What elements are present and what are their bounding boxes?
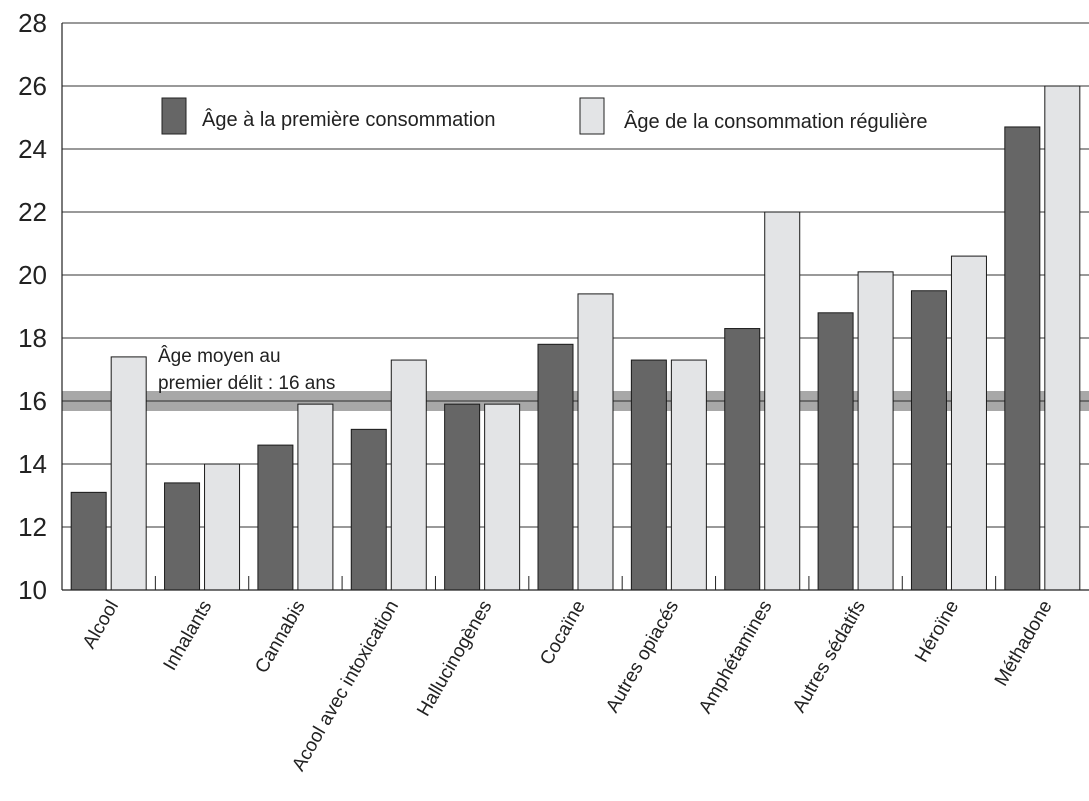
x-tick-label: Acool avec intoxication	[288, 597, 403, 775]
y-tick-label: 20	[18, 260, 47, 290]
x-tick-label: Alcool	[79, 597, 123, 652]
x-tick-label: Autres sédatifs	[789, 597, 870, 716]
reference-annotation: Âge moyen au premier délit : 16 ans	[158, 345, 335, 394]
bar-first-use	[350, 428, 387, 591]
x-tick-label: Autres opiacés	[602, 597, 683, 716]
legend-label-first-use: Âge à la première consommation	[202, 108, 495, 131]
bar-first-use	[1004, 126, 1041, 591]
y-tick-label: 16	[18, 386, 47, 416]
bar-first-use	[164, 482, 201, 591]
bar-first-use	[444, 403, 481, 591]
x-tick-label: Hallucinogènes	[413, 597, 496, 720]
y-tick-label: 10	[18, 575, 47, 605]
bar-regular-use	[1044, 85, 1081, 591]
bar-regular-use	[577, 293, 614, 591]
bar-first-use	[817, 312, 854, 591]
legend-swatch-regular-use	[579, 97, 605, 135]
bar-regular-use	[670, 359, 707, 591]
x-tick-label: Amphétamines	[695, 597, 777, 717]
y-tick-label: 28	[18, 8, 47, 38]
bar-first-use	[257, 444, 294, 591]
y-tick-label: 12	[18, 512, 47, 542]
bar-first-use	[910, 290, 947, 591]
bar-regular-use	[204, 463, 241, 591]
bars	[70, 85, 1081, 591]
x-tick-label: Cannabis	[251, 597, 309, 677]
y-tick-label: 22	[18, 197, 47, 227]
bar-first-use	[724, 328, 761, 591]
reference-label-line2: premier délit : 16 ans	[158, 373, 335, 394]
legend: Âge à la première consommation Âge de la…	[161, 97, 928, 135]
bar-regular-use	[110, 356, 147, 591]
bar-regular-use	[484, 403, 521, 591]
legend-swatch-first-use	[161, 97, 187, 135]
y-tick-label: 18	[18, 323, 47, 353]
x-tick-label: Héroïne	[911, 597, 963, 666]
bar-first-use	[70, 491, 107, 591]
reference-label-line1: Âge moyen au	[158, 345, 281, 367]
y-tick-label: 14	[18, 449, 47, 479]
bar-regular-use	[857, 271, 894, 591]
bar-regular-use	[950, 255, 987, 591]
legend-label-regular-use: Âge de la consommation régulière	[624, 110, 928, 133]
y-tick-labels: 10 12 14 16 18 20 22 24 26 28	[18, 8, 47, 605]
x-tick-label: Inhalants	[160, 597, 217, 674]
y-tick-label: 24	[18, 134, 47, 164]
bar-first-use	[630, 359, 667, 591]
bar-regular-use	[390, 359, 427, 591]
y-tick-label: 26	[18, 71, 47, 101]
bar-regular-use	[297, 403, 334, 591]
x-tick-label: Méthadone	[991, 597, 1057, 690]
bar-first-use	[537, 343, 574, 591]
axes	[61, 23, 1089, 591]
bar-regular-use	[764, 211, 801, 591]
x-tick-label: Cocaïne	[536, 597, 590, 669]
